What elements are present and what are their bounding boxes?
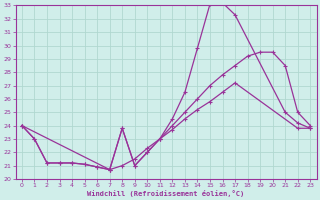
X-axis label: Windchill (Refroidissement éolien,°C): Windchill (Refroidissement éolien,°C) — [87, 190, 245, 197]
